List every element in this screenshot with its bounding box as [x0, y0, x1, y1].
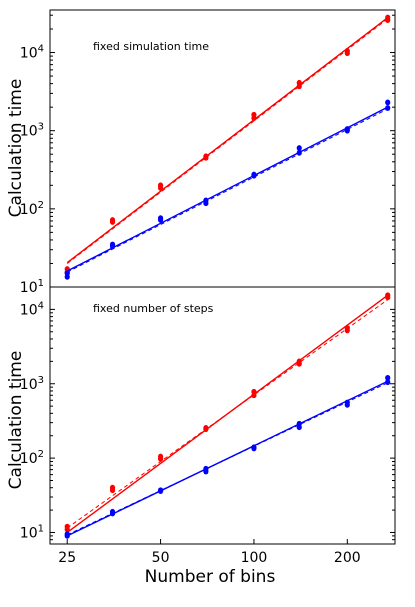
- top-panel-marks: [64, 14, 391, 280]
- top-panel-y-tick-label: 102: [20, 200, 44, 218]
- bottom-panel-blue-point: [344, 399, 350, 406]
- bottom-panel-red-series: [64, 292, 391, 534]
- top-panel-annotation: fixed simulation time: [93, 40, 209, 53]
- top-panel-red-point: [157, 182, 164, 189]
- top-panel-red-point: [251, 111, 257, 118]
- top-panel-blue-point: [251, 171, 257, 178]
- top-panel-red-fit-line: [66, 17, 389, 264]
- top-panel-red-point: [296, 79, 302, 86]
- top-panel-blue-fit-dashed-line: [66, 108, 388, 273]
- top-panel-red-fit-dashed-line: [66, 18, 389, 264]
- bottom-panel-marks: [64, 292, 391, 539]
- bottom-panel-x-tick-label: 25: [58, 550, 76, 566]
- bottom-panel-red-point: [251, 388, 257, 395]
- bottom-panel-ylabel: Calculation time: [6, 351, 26, 490]
- top-panel-blue-point: [203, 197, 209, 204]
- top-panel-blue-point: [296, 149, 302, 156]
- top-panel-blue-fit-line: [66, 106, 389, 272]
- top-panel-y-ticks: 101 102 103 104: [20, 14, 395, 296]
- bottom-panel-blue-point: [385, 374, 391, 381]
- top-panel-red-point: [344, 47, 350, 54]
- bottom-panel-blue-point: [385, 379, 391, 386]
- bottom-panel-x-ticks: 25 50 100 200: [58, 539, 361, 566]
- bottom-panel-y-ticks: 101 102 103 104: [20, 286, 395, 545]
- bottom-panel-y-tick-label: 103: [20, 375, 44, 393]
- top-panel-blue-point: [296, 145, 302, 151]
- top-panel-red-point: [203, 153, 209, 160]
- top-panel-red-point: [109, 217, 116, 223]
- bottom-panel-blue-point: [203, 465, 209, 472]
- top-panel-y-tick-label: 101: [20, 278, 44, 296]
- bottom-panel-red-point: [385, 292, 391, 299]
- bottom-panel-red-point: [296, 358, 302, 365]
- top-panel-red-point: [385, 14, 391, 21]
- bottom-panel-red-point: [109, 484, 116, 491]
- bottom-panel-annotation: fixed number of steps: [93, 302, 214, 315]
- bottom-panel-frame: [49, 286, 396, 545]
- top-panel-y-tick-label: 104: [20, 44, 44, 62]
- top-panel-ylabel: Calculation time: [6, 79, 26, 218]
- bottom-panel-red-point: [344, 325, 350, 332]
- top-panel-blue-series: [64, 99, 391, 280]
- bottom-panel-x-tick-label: 50: [152, 550, 170, 566]
- bottom-panel-red-point: [157, 453, 164, 460]
- bottom-panel-x-tick-label: 100: [241, 550, 268, 566]
- bottom-panel-red-fit-dashed-line: [66, 299, 389, 529]
- bottom-panel-y-tick-label: 102: [20, 449, 44, 467]
- bottom-panel-blue-point: [157, 487, 164, 494]
- bottom-panel-blue-point: [251, 444, 257, 451]
- bottom-panel-x-tick-label: 200: [334, 550, 361, 566]
- top-panel-blue-point: [344, 126, 350, 132]
- top-panel-blue-point: [385, 99, 391, 106]
- bottom-panel-red-point: [203, 424, 209, 431]
- bottom-panel: fixed number of steps Calculation time 1…: [6, 286, 396, 566]
- top-panel-y-tick-label: 103: [20, 122, 44, 140]
- bottom-panel-y-tick-label: 101: [20, 523, 44, 541]
- bottom-panel-blue-point: [109, 508, 116, 515]
- bottom-panel-red-point: [64, 523, 70, 530]
- top-panel-blue-point: [64, 270, 70, 277]
- bottom-panel-y-tick-label: 104: [20, 300, 44, 318]
- bottom-panel-blue-fit-dashed-line: [67, 382, 388, 536]
- bottom-panel-blue-point: [64, 531, 70, 538]
- top-panel-blue-point: [109, 241, 116, 248]
- top-panel-blue-point: [385, 105, 391, 111]
- top-panel-blue-point: [157, 215, 164, 222]
- bottom-panel-blue-series: [64, 374, 391, 539]
- x-axis-label: Number of bins: [145, 567, 276, 587]
- bottom-panel-blue-point: [296, 420, 302, 427]
